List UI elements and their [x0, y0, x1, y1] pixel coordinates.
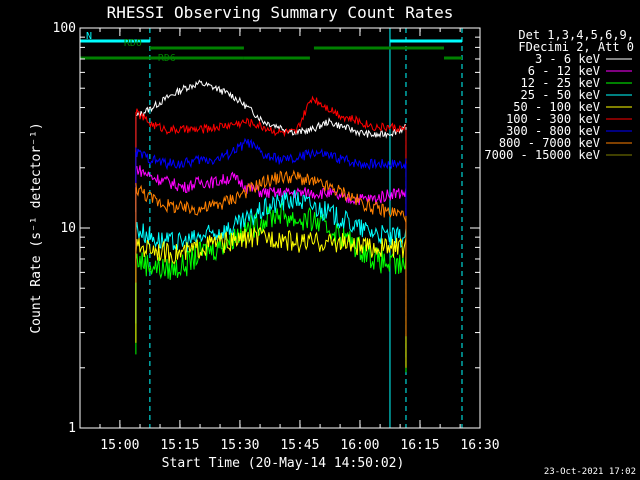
series-line-6	[135, 137, 407, 171]
flag-label-rd0: RD0	[124, 38, 142, 49]
legend-label-0: 3 - 6 keV	[535, 52, 600, 66]
series-line-7	[135, 169, 407, 223]
y-axis-ticks: 1 10 100	[53, 21, 480, 436]
x-tick-label-3: 15:45	[280, 438, 319, 453]
y-tick-label-0: 1	[68, 421, 76, 436]
series-line-1	[135, 165, 407, 206]
legend-label-6: 300 - 800 keV	[506, 124, 600, 138]
legend-label-2: 12 - 25 keV	[521, 76, 600, 90]
legend-label-8: 7000 - 15000 keV	[484, 148, 600, 162]
series-group	[135, 79, 407, 373]
series-line-5	[135, 95, 407, 138]
legend-label-1: 6 - 12 keV	[528, 64, 600, 78]
x-tick-label-5: 16:15	[400, 438, 439, 453]
y-tick-label-1: 10	[60, 221, 76, 236]
generated-timestamp: 23-Oct-2021 17:02	[544, 467, 636, 477]
x-axis-label: Start Time (20-May-14 14:50:02)	[162, 456, 405, 471]
x-tick-label-6: 16:30	[460, 438, 499, 453]
series-line-2	[135, 201, 407, 280]
y-axis-label: Count Rate (s⁻¹ detector⁻¹)	[29, 122, 44, 333]
legend-label-7: 800 - 7000 keV	[499, 136, 600, 150]
legend-header-line-1: Det 1,3,4,5,6,9,	[518, 28, 634, 42]
flag-bars: N RD0 RD6	[80, 31, 462, 64]
legend-label-4: 50 - 100 keV	[513, 100, 600, 114]
x-tick-label-4: 16:00	[340, 438, 379, 453]
x-tick-label-1: 15:15	[160, 438, 199, 453]
legend-label-3: 25 - 50 keV	[521, 88, 600, 102]
legend-header-line-2: FDecimi 2, Att 0	[518, 40, 634, 54]
flag-label-rd6: RD6	[158, 53, 176, 64]
chart-title: RHESSI Observing Summary Count Rates	[107, 3, 454, 22]
x-tick-label-0: 15:00	[100, 438, 139, 453]
y-tick-label-2: 100	[53, 21, 76, 36]
x-axis-ticks: 15:00 15:15 15:30 15:45 16:00 16:15 16:30	[79, 28, 500, 453]
series-line-0	[135, 79, 407, 139]
series-line-3	[135, 189, 407, 253]
series-line-4	[135, 226, 407, 265]
legend-label-5: 100 - 300 keV	[506, 112, 600, 126]
x-tick-label-2: 15:30	[220, 438, 259, 453]
flag-label-n: N	[86, 31, 92, 42]
